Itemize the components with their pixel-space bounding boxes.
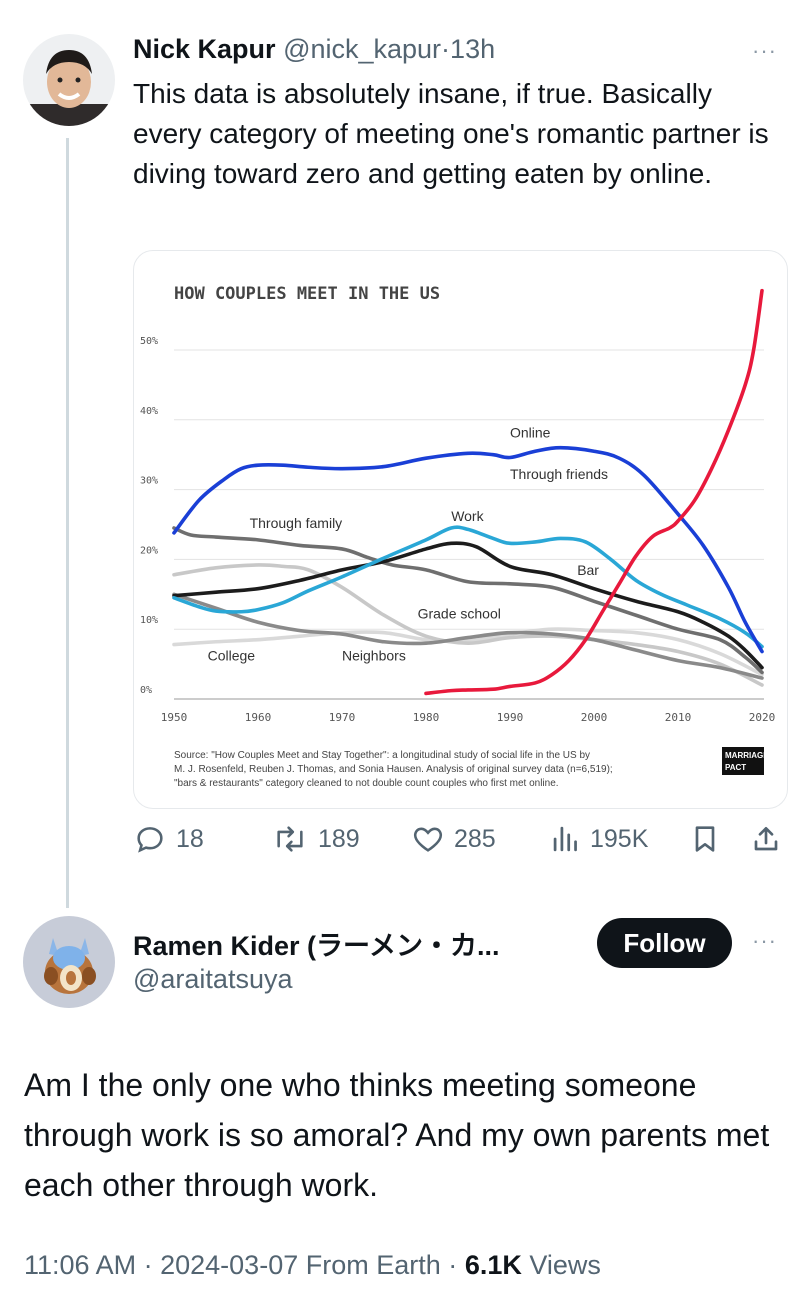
- series-line-neighbors: [172, 592, 764, 680]
- x-tick-label: 2010: [665, 711, 692, 724]
- reply-author-handle[interactable]: @araitatsuya: [133, 964, 293, 994]
- follow-button[interactable]: Follow: [597, 918, 732, 968]
- like-button[interactable]: 285: [411, 822, 496, 856]
- series-label: Neighbors: [342, 648, 406, 664]
- logo-line-2: PACT: [725, 763, 746, 772]
- series-line-through-friends: [172, 445, 764, 654]
- author-name[interactable]: Nick Kapur: [133, 34, 276, 64]
- reply-views-count: 6.1K: [464, 1250, 522, 1280]
- reply-date[interactable]: 2024-03-07: [160, 1250, 299, 1280]
- y-tick-label: 20%: [140, 545, 158, 556]
- series-line-online: [424, 288, 764, 696]
- reply-text: Am I the only one who thinks meeting som…: [24, 1067, 770, 1203]
- series-label: Through friends: [510, 466, 608, 482]
- views-count: 195K: [590, 824, 649, 853]
- reply-icon: [137, 827, 163, 853]
- more-options-icon[interactable]: ···: [752, 38, 777, 63]
- logo-line-1: MARRIAGE: [725, 751, 769, 760]
- meta-dot-2: ·: [448, 1250, 458, 1280]
- reply-button[interactable]: 18: [133, 822, 204, 856]
- author-avatar[interactable]: [23, 34, 115, 126]
- header-separator: ·: [441, 34, 451, 64]
- series-line-college: [172, 627, 764, 677]
- bookmark-button[interactable]: [689, 822, 721, 856]
- meta-dot-1: ·: [143, 1250, 153, 1280]
- tweet-text: This data is absolutely insane, if true.…: [133, 78, 769, 189]
- reply-metadata: 11:06 AM · 2024-03-07 From Earth · 6.1K …: [24, 1250, 601, 1281]
- series-label: Online: [510, 424, 551, 440]
- reply-time[interactable]: 11:06 AM: [24, 1250, 137, 1280]
- like-icon: [413, 827, 443, 852]
- series-label: College: [208, 648, 256, 664]
- share-button[interactable]: [750, 822, 782, 856]
- chart-title: HOW COUPLES MEET IN THE US: [174, 284, 440, 304]
- y-tick-label: 10%: [140, 615, 158, 626]
- series-label: Grade school: [418, 606, 501, 622]
- action-bar: 18 189 285 195K: [133, 822, 788, 866]
- source-line-3: "bars & restaurants" category cleaned to…: [174, 778, 559, 789]
- tweet-time[interactable]: 13h: [450, 34, 496, 64]
- series-label: Through family: [250, 515, 343, 531]
- y-tick-label: 40%: [140, 406, 158, 417]
- reply-location: From Earth: [305, 1250, 441, 1280]
- source-line-1: Source: "How Couples Meet and Stay Toget…: [174, 750, 590, 761]
- bookmark-icon: [695, 826, 715, 852]
- series-line-through-family: [172, 526, 764, 675]
- x-tick-label: 1990: [497, 711, 524, 724]
- like-count: 285: [454, 824, 496, 853]
- share-icon: [754, 827, 778, 851]
- chart: HOW COUPLES MEET IN THE US 0% 10% 20% 30% 40…: [140, 284, 776, 789]
- tweet-header: Nick Kapur @nick_kapur·13h: [133, 34, 495, 65]
- chart-image-card[interactable]: HOW COUPLES MEET IN THE US 0% 10% 20% 30% 40…: [133, 250, 788, 809]
- reply-author-avatar[interactable]: [23, 916, 115, 1008]
- retweet-button[interactable]: 189: [271, 822, 360, 856]
- x-tick-label: 2000: [581, 711, 608, 724]
- series-line-work: [172, 525, 764, 649]
- y-tick-label: 0%: [140, 685, 152, 696]
- y-tick-label: 50%: [140, 336, 158, 347]
- x-tick-label: 1980: [413, 711, 440, 724]
- thread-connector: [66, 138, 69, 908]
- marriage-pact-logo: MARRIAGE PACT: [722, 747, 769, 775]
- x-tick-label: 1960: [245, 711, 272, 724]
- series-label: Bar: [577, 562, 599, 578]
- reply-count: 18: [176, 824, 204, 853]
- reply-more-options-icon[interactable]: ···: [752, 928, 777, 953]
- author-handle[interactable]: @nick_kapur: [283, 34, 442, 64]
- series-line-bar: [172, 541, 764, 670]
- x-tick-label: 1970: [329, 711, 356, 724]
- y-tick-label: 30%: [140, 476, 158, 487]
- x-tick-label: 2020: [749, 711, 776, 724]
- x-tick-label: 1950: [161, 711, 188, 724]
- source-line-2: M. J. Rosenfeld, Reuben J. Thomas, and S…: [174, 764, 613, 775]
- reply-author-name[interactable]: Ramen Kider (ラーメン・カ...: [133, 931, 500, 961]
- views-button[interactable]: 195K: [551, 822, 648, 856]
- series-label: Work: [451, 508, 484, 524]
- retweet-count: 189: [318, 824, 360, 853]
- reply-views-label: Views: [529, 1250, 601, 1280]
- retweet-icon: [277, 826, 303, 852]
- views-icon: [553, 826, 577, 852]
